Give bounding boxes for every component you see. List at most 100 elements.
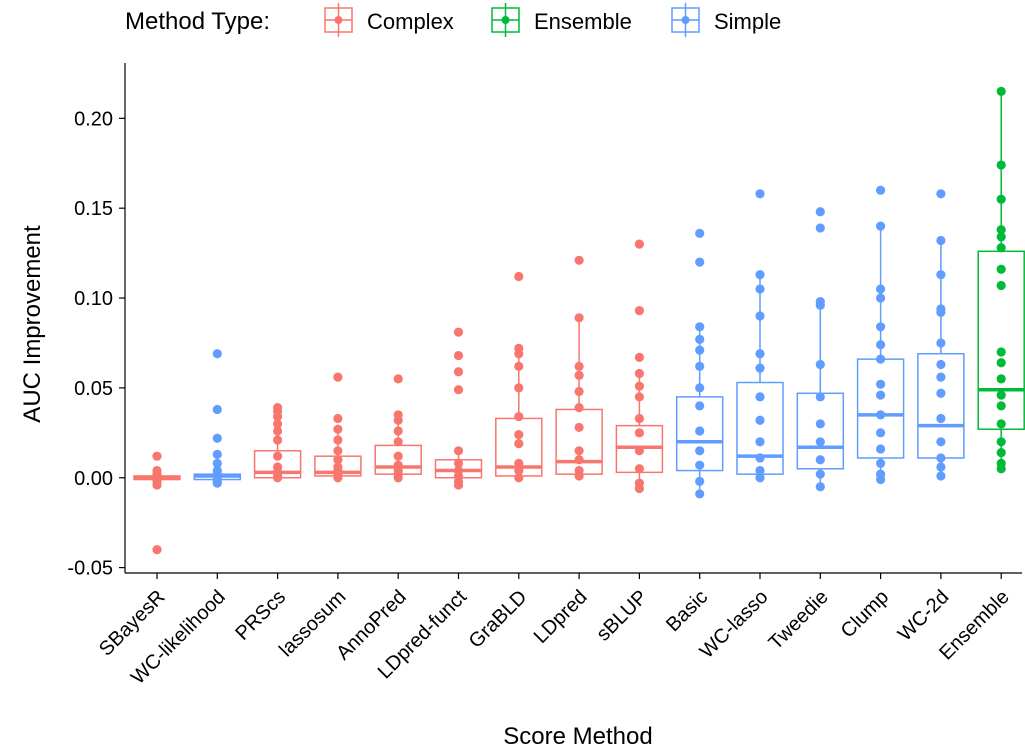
data-point [996,160,1006,170]
data-point [514,439,524,449]
plot-area [133,86,1025,555]
data-point [333,435,343,445]
data-point [876,444,886,454]
box-group-tweedie [796,207,845,492]
box-group-ldpred-funct [434,327,483,490]
data-point [755,189,765,199]
data-point [936,453,946,463]
data-point [453,385,464,395]
data-point [936,413,946,424]
data-point [333,413,343,424]
data-point [695,476,705,486]
data-point [755,311,765,321]
data-point [333,455,343,465]
data-point [876,379,886,389]
data-point [876,410,886,420]
data-point [996,390,1006,400]
x-tick-label: LDpred [530,586,592,648]
legend-label: Simple [714,9,781,34]
data-point [574,422,584,433]
data-point [634,239,645,249]
data-point [755,473,765,483]
y-tick-label: 0.20 [74,108,113,130]
legend: Method Type: Complex Ensemble Simple [125,3,781,37]
data-point [212,478,222,488]
data-point [634,464,645,474]
box-group-sbayesr [133,451,181,555]
data-point [634,413,645,424]
data-point [936,189,946,199]
legend-label: Ensemble [534,9,632,34]
data-point [574,370,584,380]
data-point [695,460,705,470]
data-point [755,392,765,402]
data-point [936,462,946,472]
data-point [393,374,403,384]
data-point [996,243,1006,253]
data-point [574,403,584,413]
data-point [996,280,1006,291]
box-group-ensemble [977,86,1025,474]
data-point [876,322,886,332]
box [856,358,905,459]
box-group-sblup [615,239,664,494]
data-point [695,426,705,436]
data-point [755,270,765,280]
data-point [695,345,705,355]
legend-item-simple: Simple [671,3,781,37]
box-group-ldpred [555,255,603,481]
data-point [815,469,825,479]
data-point [815,455,825,465]
data-point [273,419,283,429]
box-group-grabld [495,271,543,483]
x-tick-label: WC-2d [894,586,954,646]
x-axis-label: Score Method [503,723,652,750]
data-point [152,545,162,555]
data-point [936,471,946,481]
data-point [695,361,705,371]
data-point [634,381,645,391]
x-tick-label: PRScs [231,586,290,645]
data-point [876,221,886,231]
data-point [212,433,222,443]
box-group-basic [675,228,724,499]
data-point [273,435,283,445]
data-point [514,473,524,483]
data-point [152,480,162,490]
legend-item-ensemble: Ensemble [491,3,632,37]
x-tick-label: Clump [837,586,893,642]
data-point [634,483,645,494]
data-point [634,368,645,379]
data-point [996,464,1006,474]
data-point [393,473,403,483]
data-point [936,235,946,246]
y-axis: -0.05 0.00 0.05 0.10 0.15 0.20 [67,63,126,580]
legend-key-point [334,16,343,24]
legend-key-point [681,16,690,24]
data-point [815,207,825,217]
data-point [815,300,825,310]
data-point [212,404,222,415]
y-tick-label: -0.05 [67,558,113,580]
data-point [453,367,464,377]
data-point [755,437,765,447]
data-point [574,471,584,481]
box-group-clump [856,185,905,485]
x-tick-label: sBLUP [592,586,652,646]
data-point [815,223,825,233]
data-point [393,415,403,425]
data-point [815,419,825,429]
data-point [876,340,886,350]
data-point [574,313,584,323]
x-tick-label: GraBLD [465,586,532,653]
data-point [755,465,765,476]
data-point [996,437,1006,447]
data-point [695,257,705,267]
y-axis-label: AUC Improvement [19,225,46,423]
data-point [936,388,946,398]
x-tick-label: Basic [662,586,712,636]
data-point [996,264,1006,274]
data-point [695,322,705,332]
